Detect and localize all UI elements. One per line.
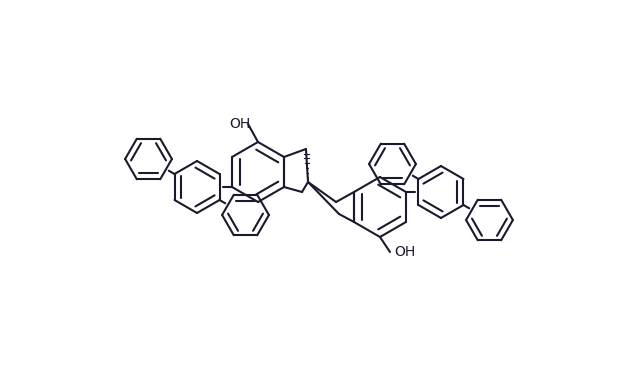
Text: OH: OH: [394, 245, 415, 259]
Text: OH: OH: [230, 117, 251, 131]
